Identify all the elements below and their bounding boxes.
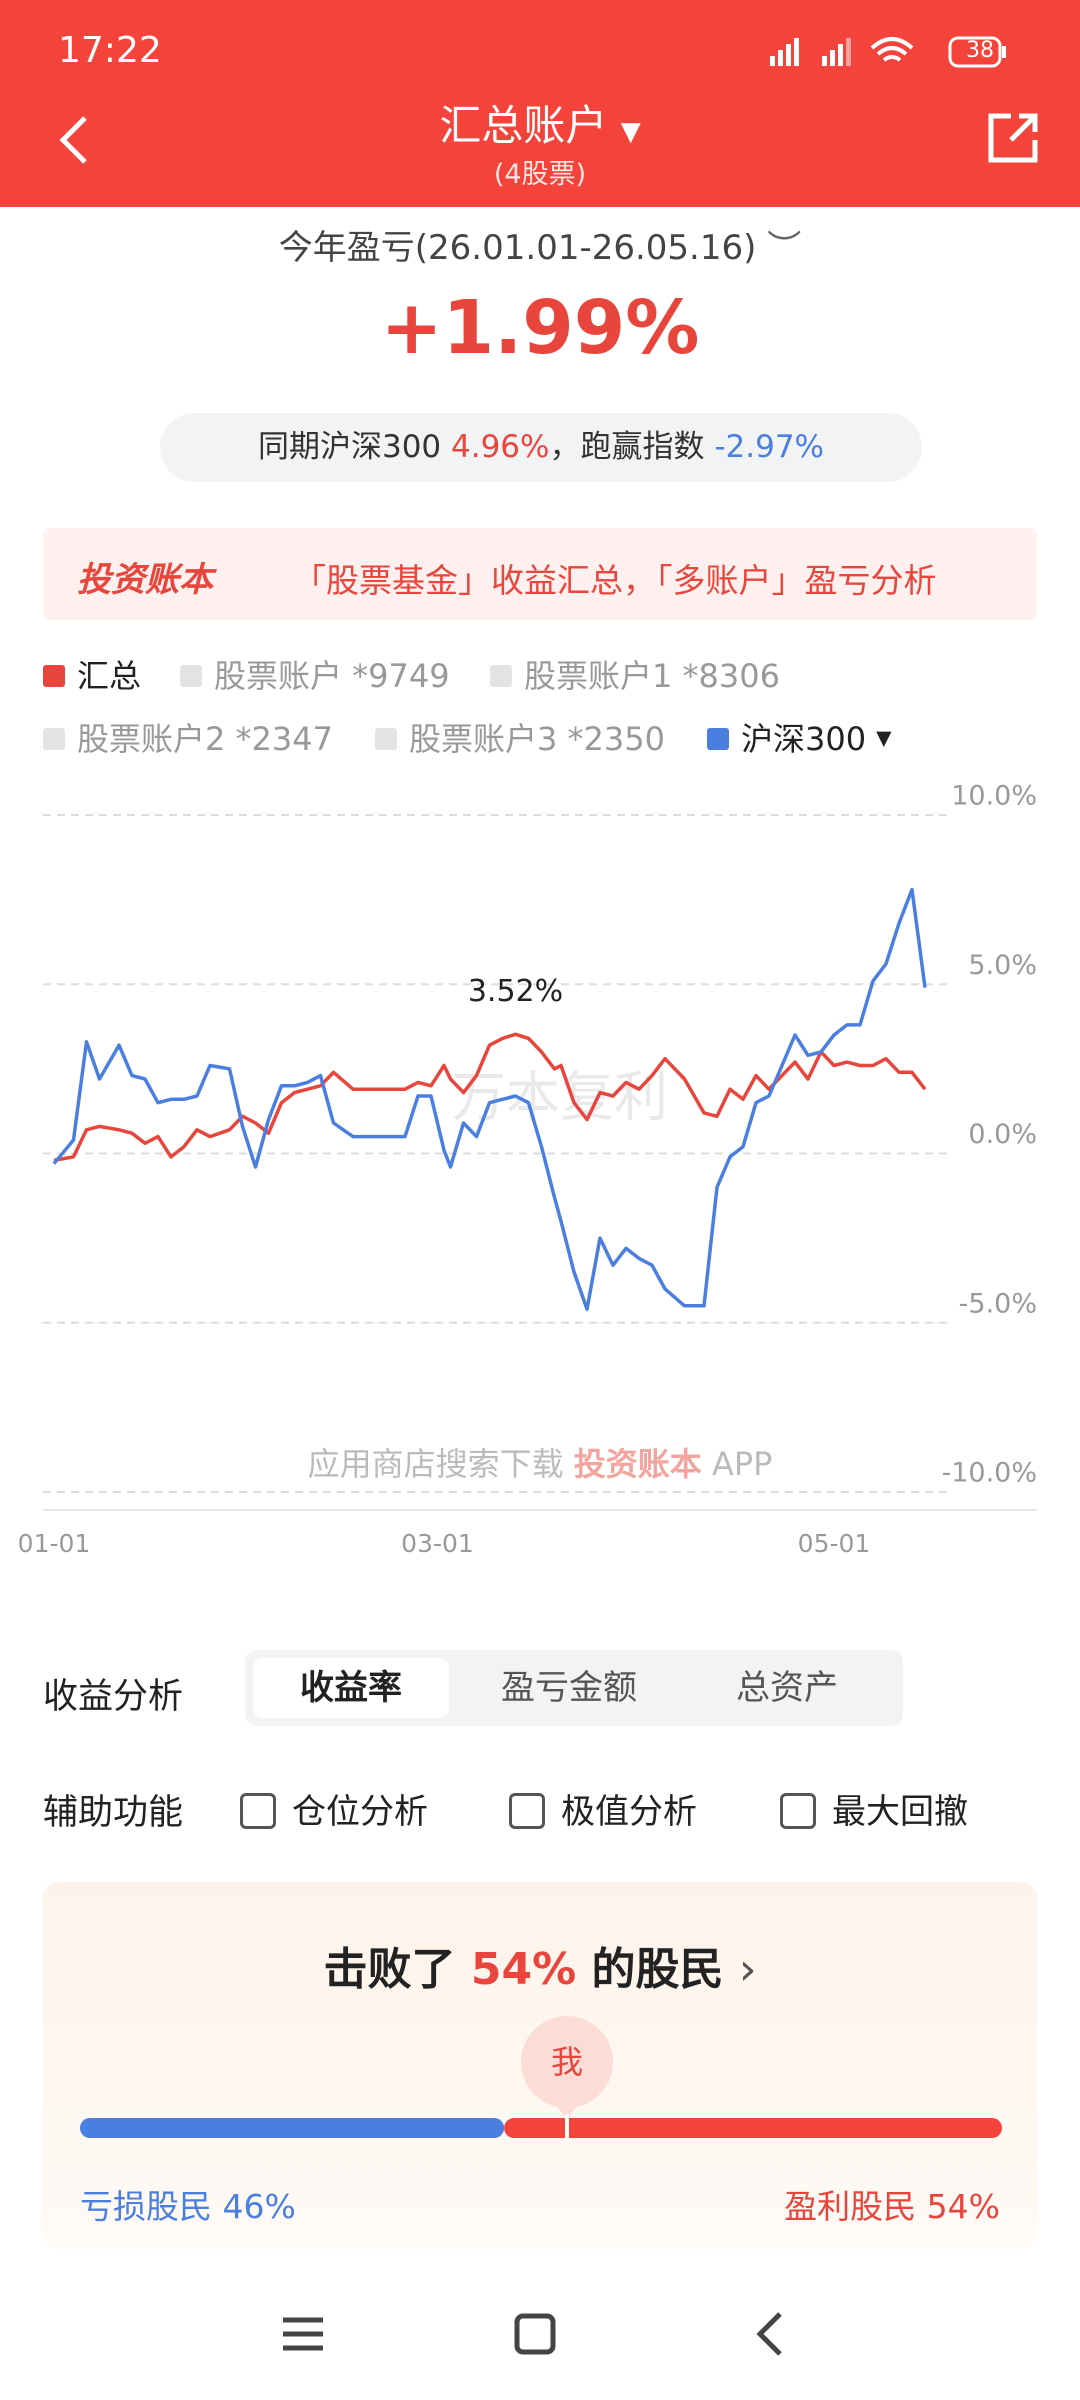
banner-brand: 投资账本 [77, 560, 213, 600]
watermark: 万本复利 [452, 1066, 668, 1129]
compare-value: 4.96% [451, 429, 550, 465]
chart: 汇总 股票账户 *9749 股票账户1 *8306 股票账户2 *2347 股票账户3 … [18, 657, 1037, 1558]
status-icons [770, 36, 1006, 68]
legend-swatch [43, 728, 65, 750]
title-text: 汇总账户 [439, 101, 608, 150]
checkbox-label: 极值分析 [561, 1792, 697, 1832]
legend-label: 股票账户 *9749 [214, 657, 450, 695]
tab[interactable]: 收益率 [253, 1658, 449, 1718]
legend-swatch [180, 665, 202, 687]
back-button[interactable] [55, 110, 95, 170]
rank-prefix: 击败了 [323, 1944, 456, 1995]
x-tick-label: 05-01 [798, 1529, 871, 1558]
compare-pill: 同期沪深300 4.96%，跑赢指数 -2.97% [160, 413, 922, 482]
tool-checkbox[interactable]: 仓位分析 [240, 1784, 428, 1833]
account-subtitle: (4股票) [493, 159, 587, 190]
y-tick-label: -10.0% [941, 1458, 1037, 1489]
period: 今年盈亏(26.01.01-26.05.16) ︶ [0, 220, 1080, 269]
checkbox-label: 最大回撤 [832, 1792, 968, 1832]
rank-value: 54% [470, 1944, 577, 1995]
legend-label: 股票账户2 *2347 [77, 720, 333, 758]
download-brand: 投资账本 [574, 1445, 702, 1483]
chevron: › [738, 1944, 757, 1995]
tab[interactable]: 总资产 [736, 1668, 838, 1708]
legend-swatch [707, 728, 729, 750]
header-bg [0, 0, 1080, 207]
status-time: 17:22 [58, 30, 162, 71]
legend-label: 股票账户3 *2350 [409, 720, 665, 758]
y-tick-label: 0.0% [968, 1119, 1037, 1150]
legend-swatch [375, 728, 397, 750]
analysis-label: 收益分析 [43, 1677, 184, 1717]
peak-annotation: 3.52% [468, 974, 563, 1009]
dropdown-arrow: ▼ [620, 117, 641, 147]
download-suffix: APP [712, 1445, 772, 1483]
loss-label: 亏损股民 46% [80, 2187, 296, 2226]
rank-bar: 我 [80, 2016, 1002, 2142]
checkbox-box [509, 1793, 545, 1829]
total-return: +1.99% [380, 285, 700, 371]
y-tick-label: 5.0% [968, 950, 1037, 981]
checkbox-box [780, 1793, 816, 1829]
battery-level: 38 [966, 38, 994, 63]
y-tick-label: -5.0% [959, 1288, 1037, 1319]
period-label: 今年盈亏(26.01.01-26.05.16) [278, 228, 757, 268]
home-button[interactable] [514, 2313, 556, 2355]
legend-label: 汇总 [77, 657, 141, 695]
me-marker: 我 [551, 2043, 583, 2081]
profit-bar [504, 2118, 1002, 2138]
download-text: 应用商店搜索下载 投资账本 APP [308, 1445, 773, 1483]
tool-checkbox[interactable]: 最大回撤 [780, 1784, 968, 1833]
legend-dropdown: ▼ [876, 726, 892, 750]
legend-label: 股票账户1 *8306 [524, 657, 780, 695]
banner-text: 「股票基金」收益汇总，「多账户」盈亏分析 [293, 561, 937, 600]
loss-bar [80, 2118, 505, 2138]
tab[interactable]: 盈亏金额 [501, 1668, 637, 1708]
series-line [53, 1032, 927, 1163]
profit-label: 盈利股民 54% [784, 2187, 1000, 2226]
hide-icon[interactable]: ︶ [767, 228, 802, 268]
rank-headline: 击败了 54% 的股民 › [0, 1933, 1080, 1997]
legend-swatch [43, 665, 65, 687]
banner[interactable]: 投资账本 「股票基金」收益汇总，「多账户」盈亏分析 [43, 528, 1037, 620]
compare-label: 同期沪深300 [257, 429, 442, 465]
beat-value: -2.97% [714, 429, 825, 465]
menu-button[interactable] [283, 2317, 323, 2351]
account-title[interactable]: 汇总账户 ▼ [0, 92, 1080, 153]
series-line [52, 887, 927, 1311]
x-tick-label: 03-01 [401, 1529, 474, 1558]
nav-bar [283, 2312, 782, 2356]
checkbox-box [240, 1793, 276, 1829]
rank-suffix: 的股民 [591, 1944, 724, 1995]
y-tick-label: 10.0% [951, 781, 1037, 812]
tools-label: 辅助功能 [43, 1793, 184, 1833]
download-prefix: 应用商店搜索下载 [308, 1445, 564, 1483]
beat-label: ，跑赢指数 [549, 429, 705, 465]
checkbox-label: 仓位分析 [292, 1792, 428, 1832]
tool-checkbox[interactable]: 极值分析 [509, 1784, 697, 1833]
legend-label: 沪深300 [741, 720, 866, 758]
tab-group: 收益率 盈亏金额 总资产 [245, 1650, 903, 1726]
share-button[interactable] [985, 110, 1041, 166]
legend-swatch [490, 665, 512, 687]
nav-back-button[interactable] [756, 2312, 782, 2356]
x-tick-label: 01-01 [18, 1529, 91, 1558]
